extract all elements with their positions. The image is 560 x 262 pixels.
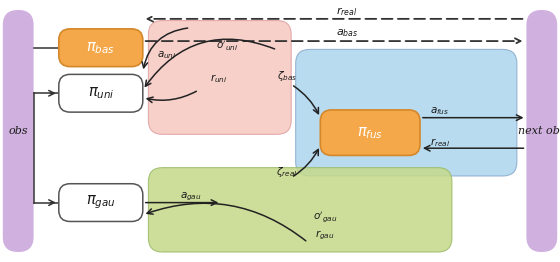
Text: $o'_{gau}$: $o'_{gau}$ bbox=[312, 209, 337, 224]
Text: $\pi_{bas}$: $\pi_{bas}$ bbox=[86, 40, 115, 56]
Text: $a_{uni}$: $a_{uni}$ bbox=[157, 50, 176, 61]
Text: next obs: next obs bbox=[518, 126, 560, 136]
Text: $\zeta_{real}$: $\zeta_{real}$ bbox=[276, 165, 297, 179]
Text: $r_{real}$: $r_{real}$ bbox=[337, 5, 358, 18]
FancyBboxPatch shape bbox=[59, 74, 143, 112]
Text: $\pi_{fus}$: $\pi_{fus}$ bbox=[357, 125, 383, 140]
Text: $r_{gau}$: $r_{gau}$ bbox=[315, 229, 334, 242]
FancyBboxPatch shape bbox=[526, 10, 557, 252]
FancyBboxPatch shape bbox=[320, 110, 420, 155]
Text: $r_{real}$: $r_{real}$ bbox=[430, 136, 450, 149]
FancyBboxPatch shape bbox=[148, 20, 291, 134]
Text: $a_{gau}$: $a_{gau}$ bbox=[180, 190, 201, 203]
FancyBboxPatch shape bbox=[3, 10, 34, 252]
Text: $r_{uni}$: $r_{uni}$ bbox=[209, 72, 227, 85]
Text: obs: obs bbox=[8, 126, 28, 136]
Text: $a_{bas}$: $a_{bas}$ bbox=[336, 28, 358, 39]
Text: $\pi_{gau}$: $\pi_{gau}$ bbox=[86, 194, 115, 211]
Text: $\zeta_{bas}$: $\zeta_{bas}$ bbox=[277, 69, 297, 83]
FancyBboxPatch shape bbox=[148, 168, 452, 252]
FancyBboxPatch shape bbox=[59, 184, 143, 221]
FancyBboxPatch shape bbox=[59, 29, 143, 67]
Text: $a_{fus}$: $a_{fus}$ bbox=[430, 105, 449, 117]
Text: $o'_{uni}$: $o'_{uni}$ bbox=[216, 39, 238, 53]
Text: $\pi_{uni}$: $\pi_{uni}$ bbox=[87, 85, 114, 101]
FancyBboxPatch shape bbox=[296, 50, 517, 176]
